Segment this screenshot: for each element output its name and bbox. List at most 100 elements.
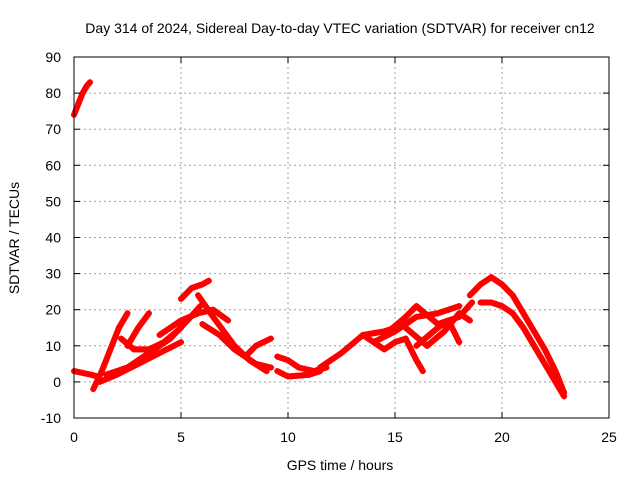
data-point	[496, 302, 503, 309]
data-point	[274, 353, 281, 360]
x-tick-label: 25	[601, 429, 617, 445]
data-point	[400, 336, 406, 343]
data-point	[445, 317, 452, 324]
data-point	[452, 331, 459, 338]
data-point	[196, 282, 203, 289]
data-point	[454, 336, 461, 343]
data-point	[112, 332, 119, 339]
data-point	[301, 365, 308, 372]
data-point	[178, 317, 184, 324]
data-point	[274, 368, 281, 375]
data-point	[87, 79, 93, 86]
data-point	[76, 98, 83, 105]
series-arc-13	[274, 368, 324, 380]
x-tick-label: 5	[177, 429, 185, 445]
data-point	[113, 330, 120, 337]
data-point	[445, 306, 452, 313]
data-point	[394, 338, 401, 345]
data-point	[419, 368, 426, 375]
series-arc-08	[178, 277, 212, 302]
data-point	[75, 100, 82, 107]
y-tick-label: 20	[45, 302, 61, 318]
data-point	[178, 324, 184, 331]
data-point	[261, 363, 268, 369]
data-point	[77, 95, 84, 102]
data-point	[183, 315, 190, 322]
data-point	[402, 335, 409, 342]
data-point	[456, 303, 463, 310]
data-point	[392, 339, 398, 346]
data-point	[373, 337, 380, 344]
data-point	[541, 346, 548, 353]
data-point	[91, 372, 98, 379]
y-tick-label: 10	[45, 338, 61, 354]
data-point	[448, 305, 455, 312]
series-arc-07	[156, 306, 232, 338]
data-point	[267, 364, 274, 371]
data-point	[124, 310, 131, 317]
data-point	[295, 364, 302, 371]
data-point	[101, 362, 107, 369]
y-tick-label: 0	[53, 374, 61, 390]
data-point	[405, 341, 412, 347]
data-point	[186, 313, 193, 320]
y-tick-label: -10	[41, 410, 61, 426]
data-point	[96, 378, 103, 385]
data-point	[109, 341, 116, 347]
data-point	[195, 310, 202, 317]
data-point	[488, 299, 495, 306]
data-point	[198, 309, 205, 316]
data-point	[192, 311, 199, 318]
data-point	[99, 365, 106, 372]
data-point	[108, 343, 115, 350]
data-point	[409, 349, 416, 356]
data-point	[99, 377, 106, 384]
data-point	[113, 368, 120, 375]
data-point	[107, 346, 114, 353]
series-arc-02	[90, 310, 131, 393]
y-axis-label: SDTVAR / TECUs	[6, 182, 22, 294]
chart-title: Day 314 of 2024, Sidereal Day-to-day VTE…	[85, 20, 595, 36]
data-point	[450, 328, 457, 335]
data-point	[111, 335, 118, 342]
series-arc-11	[242, 335, 274, 360]
data-point	[545, 354, 552, 361]
data-layer	[71, 79, 568, 400]
tick-layer: 0 5 10 15 20 25 -10 0 10 20 30 40 50 60 70 80 90	[41, 49, 617, 445]
data-point	[267, 335, 274, 342]
x-axis-label: GPS time / hours	[287, 457, 394, 473]
series-arc-10	[199, 321, 274, 371]
x-tick-label: 10	[280, 429, 296, 445]
data-point	[561, 393, 568, 400]
data-point	[88, 371, 95, 378]
data-point	[306, 371, 313, 378]
data-point	[191, 284, 198, 291]
data-point	[199, 281, 206, 288]
series-arc-19	[413, 317, 463, 349]
data-point	[544, 351, 551, 358]
y-tick-label: 90	[45, 49, 61, 65]
data-point	[145, 310, 152, 317]
x-tick-label: 0	[70, 429, 78, 445]
data-point	[298, 365, 305, 372]
data-point	[111, 369, 118, 375]
data-point	[167, 344, 174, 351]
series-arc-03	[96, 339, 184, 385]
data-point	[279, 355, 286, 362]
data-point	[412, 354, 419, 361]
data-point	[493, 301, 500, 308]
data-point	[448, 322, 455, 329]
data-point	[440, 308, 447, 315]
grid-layer	[74, 57, 609, 418]
data-point	[252, 360, 259, 367]
y-tick-label: 30	[45, 266, 61, 282]
data-point	[309, 370, 316, 377]
data-point	[189, 312, 196, 319]
series-arc-05	[124, 310, 152, 349]
data-point	[72, 109, 79, 116]
data-point	[553, 370, 560, 377]
series-arc-06	[118, 324, 184, 353]
data-point	[98, 368, 105, 375]
data-point	[205, 277, 212, 284]
